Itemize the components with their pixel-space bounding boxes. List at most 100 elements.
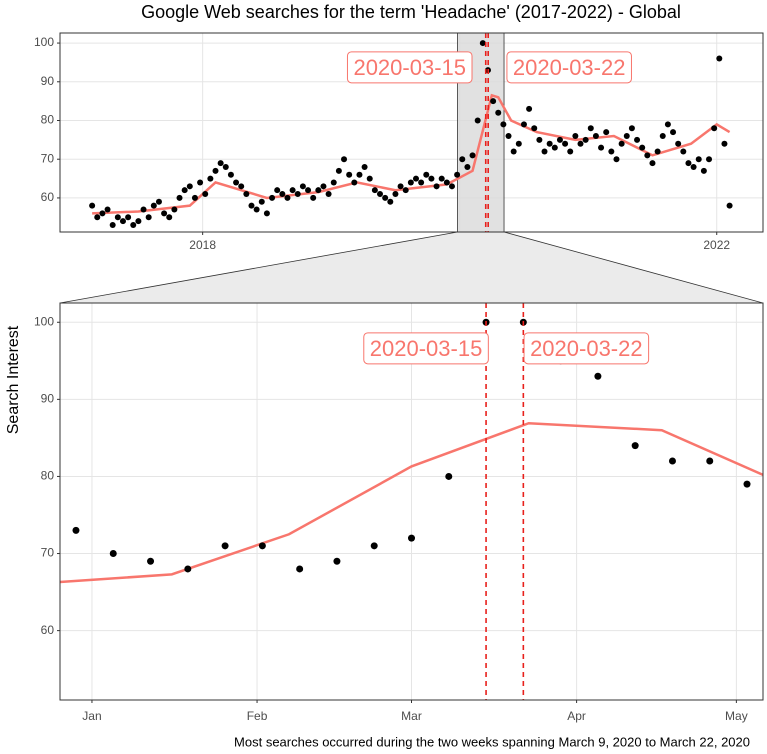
data-point	[371, 187, 378, 194]
data-point	[89, 202, 96, 209]
data-point	[428, 175, 435, 182]
data-point	[490, 98, 497, 105]
data-point	[330, 179, 337, 186]
annotation-box	[363, 332, 489, 365]
data-point	[341, 156, 348, 163]
data-point	[726, 202, 733, 209]
data-point	[191, 194, 198, 201]
x-tick-label: May	[725, 709, 748, 723]
data-point	[520, 121, 527, 128]
data-point	[577, 140, 584, 147]
data-point	[459, 156, 466, 163]
data-point	[202, 191, 209, 198]
data-point	[721, 140, 728, 147]
data-point	[397, 183, 404, 190]
data-point	[603, 129, 610, 136]
y-tick-label: 70	[41, 546, 55, 560]
data-point	[582, 136, 589, 143]
y-tick-label: 80	[41, 469, 55, 483]
data-point	[454, 171, 461, 178]
data-point	[631, 442, 639, 450]
data-point	[366, 175, 373, 182]
data-point	[233, 179, 240, 186]
panel-border	[59, 32, 764, 233]
data-point	[320, 183, 327, 190]
data-point	[526, 105, 533, 112]
data-point	[392, 191, 399, 198]
data-point	[546, 140, 553, 147]
annotation-box	[506, 51, 632, 84]
data-point	[594, 372, 602, 380]
data-point	[515, 140, 522, 147]
caption: Most searches occurred during the two we…	[234, 734, 750, 749]
data-point	[690, 163, 697, 170]
y-axis-title: Search Interest	[5, 325, 22, 434]
data-point	[248, 202, 255, 209]
data-point	[628, 125, 635, 132]
chart-title: Google Web searches for the term 'Headac…	[141, 2, 681, 22]
data-point	[263, 210, 270, 217]
data-point	[438, 175, 445, 182]
data-point	[706, 156, 713, 163]
data-point	[155, 198, 162, 205]
data-point	[448, 183, 455, 190]
y-tick-label: 90	[41, 392, 55, 406]
data-point	[294, 191, 301, 198]
data-point	[423, 171, 430, 178]
data-point	[377, 191, 384, 198]
data-point	[279, 191, 286, 198]
data-point	[109, 222, 116, 229]
data-point	[618, 140, 625, 147]
data-point	[114, 214, 121, 221]
data-point	[253, 206, 260, 213]
data-point	[668, 457, 676, 465]
data-point	[351, 179, 358, 186]
data-point	[222, 163, 229, 170]
data-point	[711, 125, 718, 132]
data-point	[166, 214, 173, 221]
data-point	[94, 214, 101, 221]
y-tick-label: 60	[41, 190, 55, 204]
data-point	[299, 183, 306, 190]
data-point	[310, 194, 317, 201]
annotation-box	[523, 332, 650, 365]
data-point	[443, 179, 450, 186]
data-point	[407, 179, 414, 186]
data-point	[269, 194, 276, 201]
data-point	[284, 194, 291, 201]
data-point	[706, 457, 714, 465]
data-point	[296, 565, 304, 573]
data-point	[130, 222, 137, 229]
data-point	[510, 148, 517, 155]
data-point	[634, 136, 641, 143]
data-point	[562, 140, 569, 147]
data-point	[243, 191, 250, 198]
data-point	[186, 183, 193, 190]
data-point	[675, 140, 682, 147]
data-point	[145, 214, 152, 221]
data-point	[181, 187, 188, 194]
data-point	[346, 171, 353, 178]
data-point	[685, 160, 692, 167]
data-point	[176, 194, 183, 201]
data-point	[212, 167, 219, 174]
data-point	[716, 55, 723, 62]
data-point	[608, 148, 615, 155]
data-point	[572, 132, 579, 139]
data-point	[613, 156, 620, 163]
x-tick-label: Feb	[247, 709, 268, 723]
data-point	[274, 187, 281, 194]
data-point	[474, 117, 481, 124]
data-point	[479, 40, 486, 47]
data-point	[664, 121, 671, 128]
data-point	[623, 132, 630, 139]
data-point	[644, 152, 651, 159]
data-point	[150, 202, 157, 209]
data-point	[695, 156, 702, 163]
data-point	[433, 183, 440, 190]
x-tick-label: 2018	[189, 238, 216, 252]
data-point	[670, 129, 677, 136]
data-point	[217, 160, 224, 167]
data-point	[418, 179, 425, 186]
